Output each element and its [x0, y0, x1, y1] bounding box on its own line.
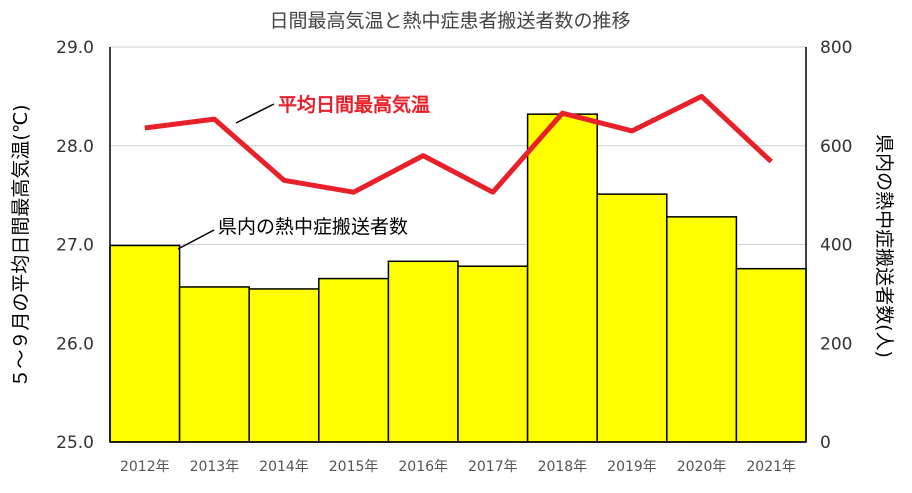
right-axis-title: 県内の熱中症搬送者数(人)	[873, 134, 895, 358]
bar-2015年	[318, 277, 390, 443]
bar-annotation-leader	[177, 229, 215, 250]
left-axis-title: ５～９月の平均日間最高気温(℃)	[10, 104, 32, 387]
line-annotation-leader	[235, 103, 275, 124]
right-tick-label-2: 400	[820, 236, 852, 256]
x-tick-label-0: 2012年	[120, 459, 170, 475]
right-tick-label-4: 800	[820, 38, 852, 58]
temperature-line	[144, 93, 773, 195]
right-tick-label-0: 0	[820, 433, 831, 453]
bar-2017年	[457, 265, 529, 443]
chart-title: 日間最高気温と熱中症患者搬送者数の推移	[269, 10, 630, 32]
left-tick-label-2: 27.0	[56, 236, 94, 256]
x-tick-label-8: 2020年	[677, 459, 727, 475]
x-tick-label-3: 2015年	[329, 459, 379, 475]
bar-annotation-label: 県内の熱中症搬送者数	[218, 216, 408, 238]
left-tick-label-1: 26.0	[56, 334, 94, 354]
bar-2013年	[178, 286, 250, 443]
x-tick-label-5: 2017年	[468, 459, 518, 475]
bar-2020年	[666, 216, 738, 443]
x-axis-ticks: 2012年 2013年 2014年 2015年 2016年 2017年 2018年 2019年…	[120, 459, 796, 475]
x-tick-label-4: 2016年	[398, 459, 448, 475]
right-tick-label-1: 200	[820, 334, 852, 354]
right-tick-label-3: 600	[820, 137, 852, 157]
line-annotation-label: 平均日間最高気温	[278, 93, 430, 116]
left-tick-label-0: 25.0	[56, 433, 94, 453]
left-axis-ticks: 25.0 26.0 27.0 28.0 29.0	[56, 38, 94, 453]
bar-2021年	[735, 267, 807, 443]
x-tick-label-6: 2018年	[538, 459, 588, 475]
left-tick-label-3: 28.0	[56, 137, 94, 157]
bar-2019年	[596, 193, 668, 443]
bar-2012年	[109, 244, 181, 443]
left-tick-label-4: 29.0	[56, 38, 94, 58]
right-axis-ticks: 0 200 400 600 800	[820, 38, 852, 453]
x-tick-label-1: 2013年	[190, 459, 240, 475]
bar-2014年	[248, 288, 320, 443]
bar-2018年	[526, 113, 598, 443]
x-tick-label-9: 2021年	[746, 459, 796, 475]
bar-series	[109, 113, 807, 443]
x-tick-label-7: 2019年	[607, 459, 657, 475]
x-tick-label-2: 2014年	[259, 459, 309, 475]
bar-2016年	[387, 260, 459, 443]
